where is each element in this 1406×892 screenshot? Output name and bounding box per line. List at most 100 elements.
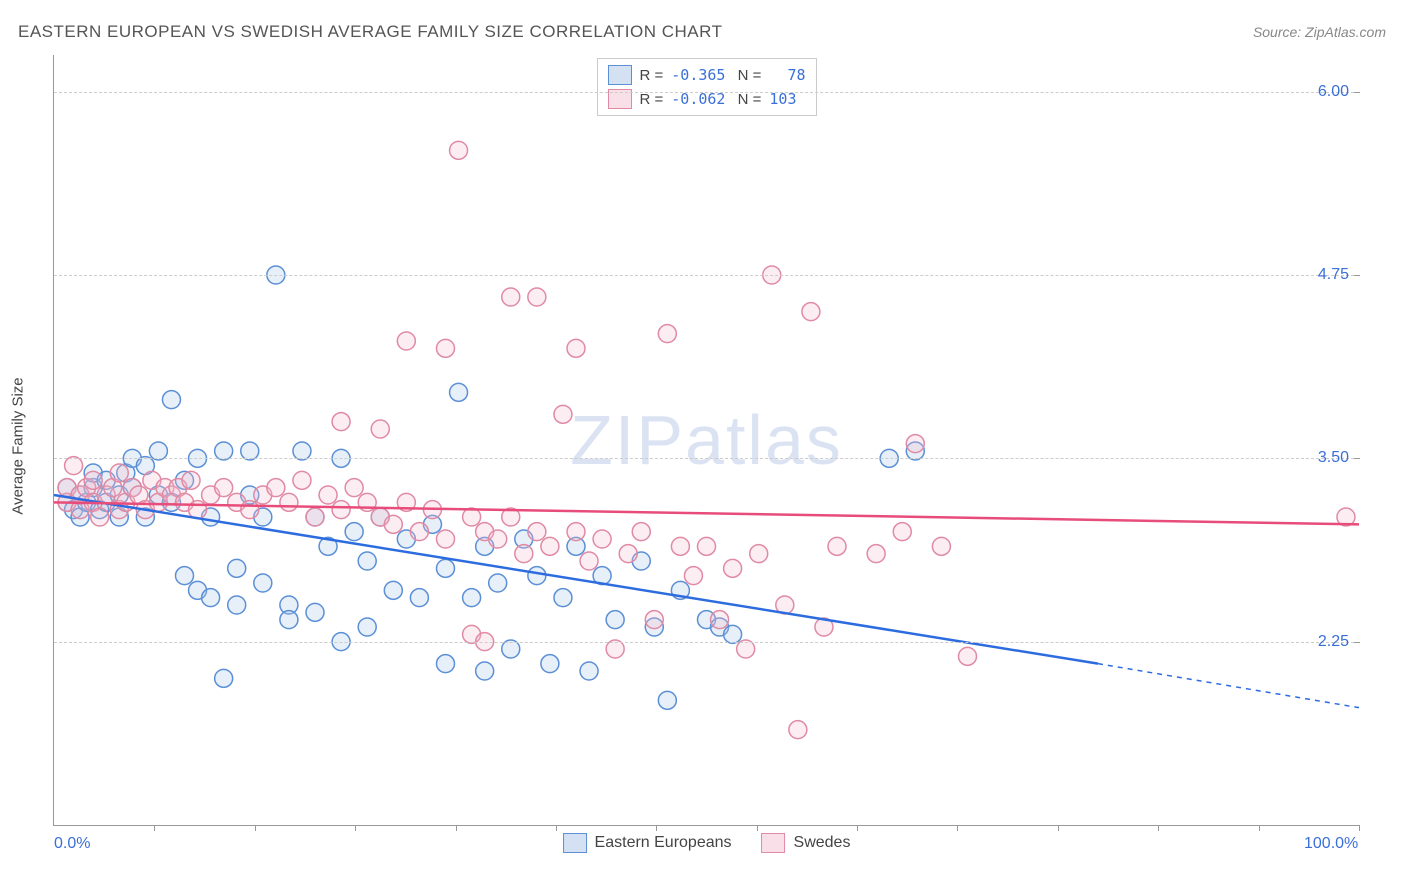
- scatter-point: [567, 339, 585, 357]
- scatter-point: [502, 288, 520, 306]
- scatter-point: [606, 611, 624, 629]
- plot-area: ZIPatlas R = -0.365 N = 78 R = -0.062 N …: [53, 55, 1359, 826]
- scatter-point: [437, 339, 455, 357]
- ytick-label: 4.75: [1318, 266, 1349, 284]
- scatter-point: [959, 647, 977, 665]
- scatter-point: [528, 288, 546, 306]
- gridline: [54, 275, 1359, 276]
- gridline: [54, 92, 1359, 93]
- scatter-point: [437, 559, 455, 577]
- scatter-point: [228, 596, 246, 614]
- scatter-point: [528, 567, 546, 585]
- scatter-point: [358, 618, 376, 636]
- scatter-point: [345, 523, 363, 541]
- scatter-point: [658, 691, 676, 709]
- legend-item-eastern: Eastern Europeans: [563, 833, 732, 853]
- scatter-point: [463, 589, 481, 607]
- scatter-point: [215, 442, 233, 460]
- swatch-swedes-icon: [762, 833, 786, 853]
- scatter-point: [450, 141, 468, 159]
- scatter-point: [437, 655, 455, 673]
- chart-svg: [54, 55, 1359, 825]
- scatter-point: [711, 611, 729, 629]
- scatter-point: [906, 435, 924, 453]
- source-label: Source: ZipAtlas.com: [1253, 24, 1386, 40]
- scatter-point: [893, 523, 911, 541]
- scatter-point: [450, 383, 468, 401]
- scatter-point: [541, 537, 559, 555]
- scatter-point: [384, 515, 402, 533]
- trend-line: [54, 495, 1098, 664]
- scatter-point: [319, 486, 337, 504]
- scatter-point: [110, 464, 128, 482]
- scatter-point: [724, 625, 742, 643]
- scatter-point: [658, 325, 676, 343]
- scatter-point: [580, 552, 598, 570]
- scatter-point: [182, 471, 200, 489]
- scatter-point: [215, 479, 233, 497]
- scatter-point: [593, 530, 611, 548]
- scatter-point: [606, 640, 624, 658]
- scatter-point: [280, 611, 298, 629]
- scatter-point: [502, 640, 520, 658]
- scatter-point: [332, 501, 350, 519]
- scatter-point: [737, 640, 755, 658]
- scatter-point: [828, 537, 846, 555]
- scatter-point: [176, 567, 194, 585]
- y-axis-label: Average Family Size: [10, 377, 27, 514]
- scatter-point: [241, 442, 259, 460]
- ytick-label: 3.50: [1318, 449, 1349, 467]
- scatter-point: [241, 501, 259, 519]
- scatter-point: [84, 471, 102, 489]
- scatter-point: [554, 589, 572, 607]
- scatter-point: [267, 479, 285, 497]
- scatter-point: [293, 442, 311, 460]
- scatter-point: [554, 405, 572, 423]
- scatter-point: [410, 589, 428, 607]
- scatter-point: [528, 523, 546, 541]
- scatter-point: [724, 559, 742, 577]
- scatter-point: [802, 303, 820, 321]
- scatter-point: [202, 589, 220, 607]
- scatter-point: [515, 545, 533, 563]
- scatter-point: [280, 493, 298, 511]
- scatter-point: [410, 523, 428, 541]
- trend-line-extrap: [1098, 664, 1359, 708]
- scatter-point: [750, 545, 768, 563]
- scatter-point: [358, 552, 376, 570]
- scatter-point: [489, 530, 507, 548]
- scatter-point: [541, 655, 559, 673]
- xtick-label: 100.0%: [1304, 835, 1358, 853]
- scatter-point: [698, 537, 716, 555]
- scatter-point: [293, 471, 311, 489]
- ytick-label: 2.25: [1318, 633, 1349, 651]
- chart-title: EASTERN EUROPEAN VS SWEDISH AVERAGE FAMI…: [18, 22, 722, 42]
- scatter-point: [489, 574, 507, 592]
- scatter-point: [254, 574, 272, 592]
- scatter-point: [306, 508, 324, 526]
- scatter-point: [345, 479, 363, 497]
- scatter-point: [580, 662, 598, 680]
- scatter-point: [162, 391, 180, 409]
- scatter-point: [671, 537, 689, 555]
- scatter-point: [306, 603, 324, 621]
- scatter-point: [567, 523, 585, 541]
- scatter-point: [437, 530, 455, 548]
- gridline: [54, 458, 1359, 459]
- xtick-label: 0.0%: [54, 835, 90, 853]
- scatter-point: [371, 420, 389, 438]
- ytick-label: 6.00: [1318, 83, 1349, 101]
- scatter-point: [215, 669, 233, 687]
- scatter-point: [91, 508, 109, 526]
- scatter-point: [65, 457, 83, 475]
- scatter-point: [149, 442, 167, 460]
- scatter-point: [684, 567, 702, 585]
- legend-series: Eastern Europeans Swedes: [563, 833, 851, 853]
- swatch-eastern-icon: [563, 833, 587, 853]
- scatter-point: [645, 611, 663, 629]
- legend-item-swedes: Swedes: [762, 833, 851, 853]
- scatter-point: [619, 545, 637, 563]
- scatter-point: [332, 413, 350, 431]
- scatter-point: [867, 545, 885, 563]
- gridline: [54, 642, 1359, 643]
